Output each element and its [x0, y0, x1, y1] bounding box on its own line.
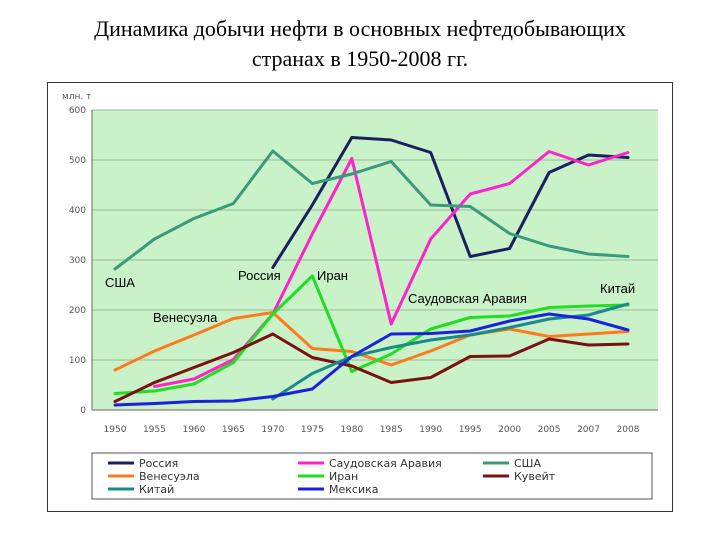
- inline-labels: США Венесуэла Россия Иран Саудовская Аравия К…: [105, 268, 635, 325]
- legend-label: Саудовская Аравия: [329, 457, 442, 470]
- y-axis-ticks: 0 100 200 300 400 500 600: [69, 106, 86, 416]
- y-tick-label: 500: [69, 156, 86, 166]
- series-line: [113, 332, 630, 403]
- x-tick-label: 1955: [143, 425, 166, 435]
- y-tick-label: 600: [69, 106, 86, 116]
- series-line: [113, 149, 630, 271]
- x-tick-label: 1970: [261, 425, 284, 435]
- y-tick-label: 200: [69, 306, 86, 316]
- x-tick-label: 1990: [419, 425, 442, 435]
- annotation-label: США: [105, 275, 135, 290]
- legend-label: Россия: [139, 457, 178, 470]
- series-line: [113, 311, 630, 372]
- annotation-label: Китай: [600, 281, 635, 296]
- x-tick-label: 2000: [498, 425, 521, 435]
- legend-label: США: [514, 457, 541, 470]
- legend-label: Мексика: [329, 483, 378, 496]
- legend-label: Китай: [139, 483, 174, 496]
- legend: Россия Саудовская Аравия США Венесуэла Иран К…: [108, 457, 556, 496]
- legend-box: [91, 452, 653, 500]
- series-line: [113, 274, 630, 395]
- legend-label: Кувейт: [514, 470, 556, 483]
- x-axis-ticks: 1950 1955 1960 1965 1970 1975 1980 1985 1990 1995…: [104, 425, 640, 435]
- x-tick-label: 1965: [222, 425, 245, 435]
- x-tick-label: 2005: [538, 425, 561, 435]
- slide-title: Динамика добычи нефти в основных нефтедо…: [40, 14, 680, 74]
- series-line: [113, 312, 630, 407]
- x-tick-label: 1985: [380, 425, 403, 435]
- y-tick-label: 0: [80, 406, 86, 416]
- annotation-label: Иран: [317, 268, 348, 283]
- annotation-label: Венесуэла: [153, 310, 218, 325]
- annotation-label: Саудовская Аравия: [408, 291, 527, 306]
- y-tick-label: 300: [69, 256, 86, 266]
- x-tick-label: 1950: [104, 425, 127, 435]
- x-tick-label: 2008: [617, 425, 640, 435]
- slide-title-line-1: Динамика добычи нефти в основных нефтедо…: [94, 16, 626, 41]
- series-lines: [113, 136, 630, 407]
- x-tick-label: 1960: [182, 425, 205, 435]
- legend-label: Венесуэла: [139, 470, 200, 483]
- x-tick-label: 2007: [577, 425, 600, 435]
- x-tick-label: 1995: [459, 425, 482, 435]
- y-axis-unit-label: млн. т: [62, 92, 91, 102]
- y-tick-label: 100: [69, 356, 86, 366]
- x-tick-label: 1975: [301, 425, 324, 435]
- x-tick-label: 1980: [340, 425, 363, 435]
- legend-label: Иран: [329, 470, 358, 483]
- annotation-label: Россия: [238, 268, 281, 283]
- series-line: [153, 150, 630, 388]
- slide-title-line-2: странах в 1950-2008 гг.: [251, 46, 469, 71]
- y-tick-label: 400: [69, 206, 86, 216]
